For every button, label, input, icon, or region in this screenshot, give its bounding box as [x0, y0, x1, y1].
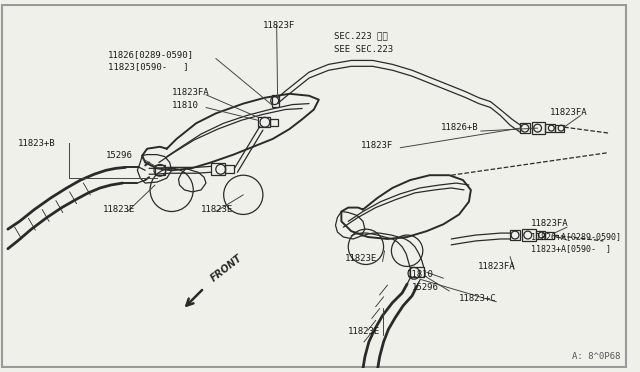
Bar [410, 267, 424, 277]
Text: 15296: 15296 [412, 283, 439, 292]
Text: 11810: 11810 [407, 270, 434, 279]
Bar [536, 231, 545, 239]
Text: FRONT: FRONT [209, 252, 244, 283]
Text: A: 8^0P68: A: 8^0P68 [572, 352, 620, 360]
Bar [211, 163, 225, 175]
Text: 11823E: 11823E [201, 205, 234, 214]
Text: 11823+C: 11823+C [459, 294, 497, 303]
Text: 11823F: 11823F [263, 21, 295, 30]
Text: 11823FA: 11823FA [531, 219, 568, 228]
Text: 11823E: 11823E [348, 327, 381, 336]
Text: 11826[0289-0590]: 11826[0289-0590] [108, 51, 194, 60]
Bar [270, 119, 278, 126]
Bar [520, 123, 530, 133]
Text: 11823FA: 11823FA [172, 88, 209, 97]
Text: 11823[0590-   ]: 11823[0590- ] [108, 62, 189, 71]
Text: SEC.223 参照: SEC.223 参照 [333, 31, 387, 40]
Bar [522, 229, 536, 241]
Bar [545, 232, 554, 239]
Text: 11823FA: 11823FA [550, 108, 588, 116]
Text: 11826+B: 11826+B [440, 123, 478, 132]
Text: 11823E: 11823E [103, 205, 135, 214]
Text: SEE SEC.223: SEE SEC.223 [333, 45, 393, 54]
Text: 11823E: 11823E [346, 254, 378, 263]
Bar [510, 230, 520, 240]
Text: 11823F: 11823F [361, 141, 393, 150]
Text: 11826+A[0289-0590]: 11826+A[0289-0590] [531, 232, 621, 241]
Text: 11810: 11810 [172, 101, 198, 110]
Text: 11823+A[0590-  ]: 11823+A[0590- ] [531, 244, 611, 253]
Text: 15296: 15296 [106, 151, 133, 160]
Bar [545, 124, 556, 132]
Bar [556, 125, 564, 132]
Text: 11823+B: 11823+B [18, 139, 55, 148]
Bar [155, 166, 165, 175]
Text: 11823FA: 11823FA [477, 262, 515, 270]
Bar [225, 166, 234, 173]
Bar [532, 122, 545, 134]
Bar [258, 117, 270, 127]
Bar [272, 95, 278, 106]
